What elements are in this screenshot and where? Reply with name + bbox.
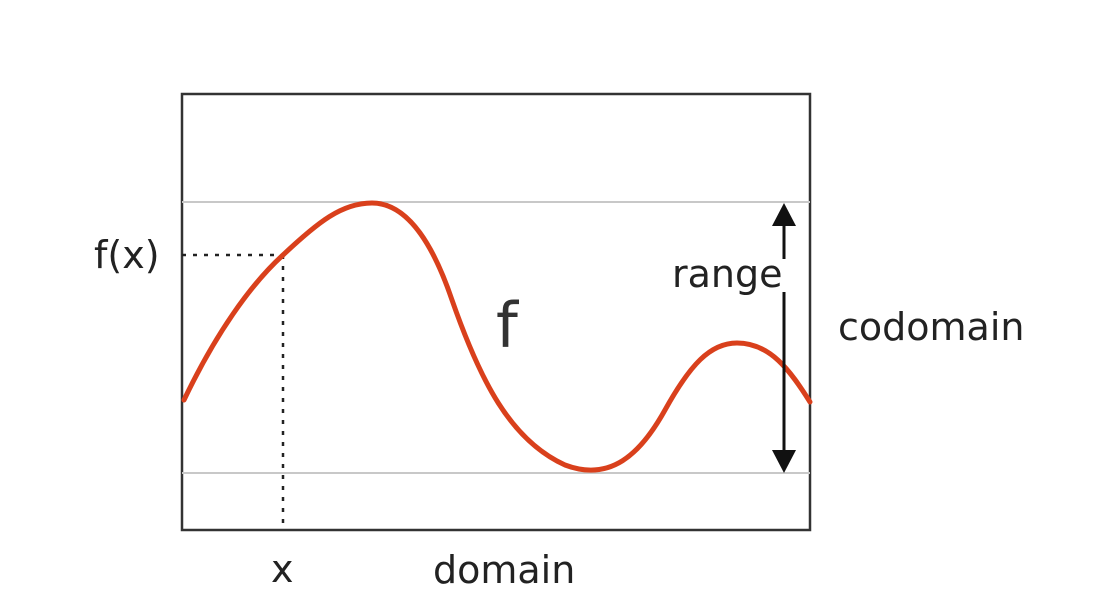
range-arrow-head-down (772, 450, 796, 473)
function-name-label: f (496, 289, 520, 362)
range-label: range (672, 252, 783, 296)
fx-label: f(x) (94, 233, 160, 277)
range-arrow-head-up (772, 203, 796, 226)
x-label: x (271, 547, 294, 591)
codomain-label: codomain (838, 305, 1024, 349)
codomain-frame (180, 92, 812, 532)
domain-label: domain (433, 548, 575, 592)
range-arrow (772, 203, 796, 473)
function-curve (181, 200, 813, 473)
